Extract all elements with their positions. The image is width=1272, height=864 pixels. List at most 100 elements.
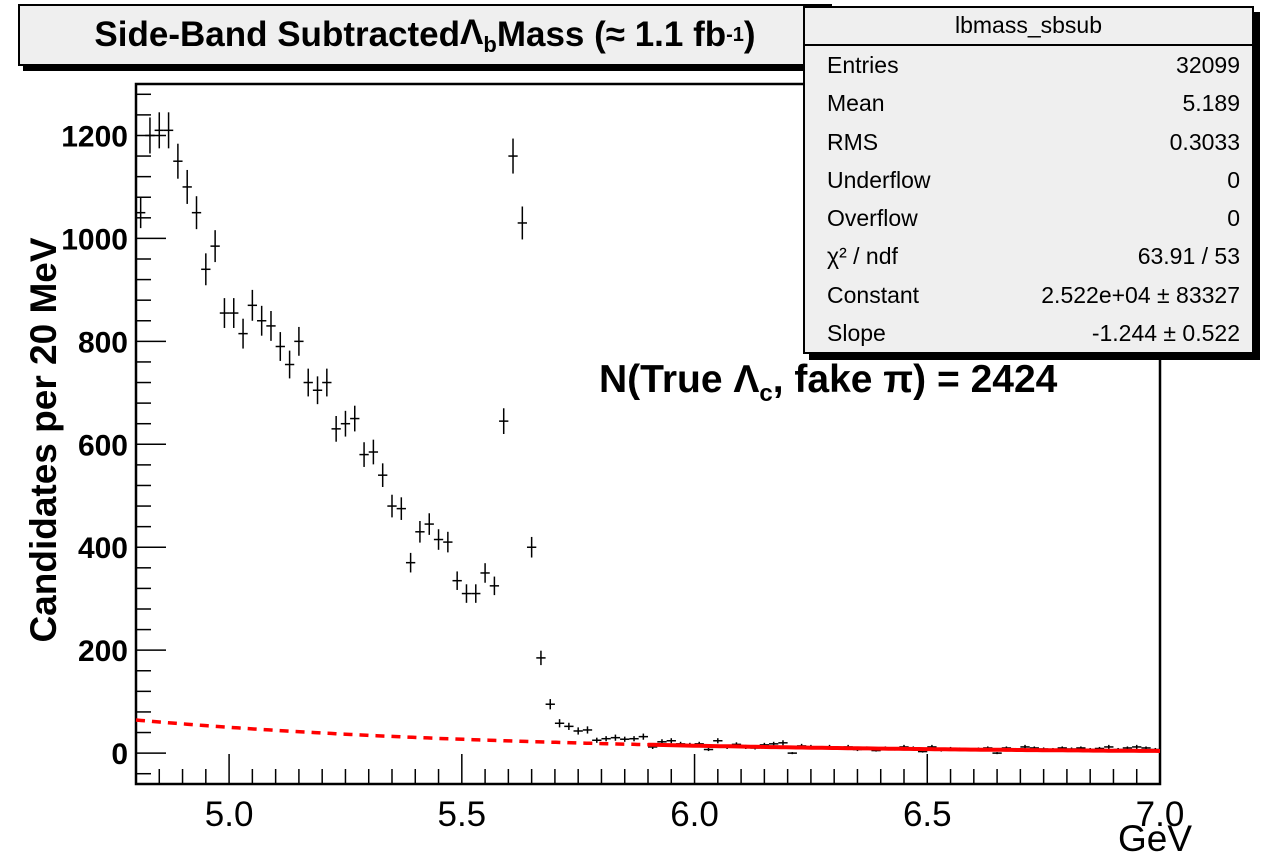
- data-point: [154, 112, 164, 149]
- stats-value: 0: [1227, 166, 1240, 193]
- annotation-symbol: Λc: [733, 358, 773, 407]
- data-point: [564, 722, 574, 730]
- fit-curve-extrapolated: [135, 718, 649, 747]
- data-point: [405, 552, 416, 573]
- data-point: [620, 736, 630, 742]
- stats-title: lbmass_sbsub: [805, 8, 1252, 46]
- stats-row: Underflow 0: [805, 161, 1252, 199]
- x-tick-label: 6.5: [903, 795, 952, 834]
- data-point: [312, 376, 323, 405]
- data-point: [443, 531, 453, 553]
- stats-row: Overflow 0: [805, 199, 1252, 237]
- stats-rows: Entries 32099 Mean 5.189 RMS 0.3033 Underflow 0…: [805, 46, 1252, 352]
- data-point: [582, 726, 593, 734]
- data-point: [526, 536, 537, 558]
- stats-value: 2.522e+04 ± 83327: [1041, 281, 1240, 308]
- y-tick-label: 600: [78, 429, 128, 462]
- fit-curve-fitted: [647, 742, 1161, 753]
- stats-row: χ² / ndf 63.91 / 53: [805, 237, 1252, 275]
- data-point: [303, 368, 313, 397]
- data-point: [573, 727, 583, 735]
- data-point: [1104, 744, 1114, 749]
- stats-row: Mean 5.189: [805, 84, 1252, 122]
- data-point: [638, 733, 648, 740]
- stats-key: Slope: [827, 320, 886, 347]
- title-symbol: Λb: [460, 12, 497, 57]
- data-point: [554, 719, 565, 728]
- annotation-prefix: N(True: [599, 358, 734, 401]
- data-point: [480, 563, 490, 583]
- stats-key: Underflow: [827, 166, 931, 193]
- x-tick-label: 5.5: [437, 795, 486, 834]
- data-point: [1132, 744, 1142, 749]
- data-point: [163, 112, 174, 149]
- data-point: [368, 439, 379, 465]
- data-point: [191, 196, 202, 230]
- data-point: [173, 143, 183, 179]
- y-axis-label: Candidates per 20 MeV: [23, 237, 64, 643]
- tick-labels: 5.0 5.5 6.0 6.5 7.0 0 200 400 600 800 1000 1200: [61, 120, 1184, 834]
- data-point: [294, 326, 304, 356]
- data-point: [415, 520, 425, 543]
- annotation-suffix: , fake π) = 2424: [772, 358, 1058, 401]
- data-point: [545, 699, 555, 710]
- data-point: [322, 368, 332, 397]
- title-prefix: Side-Band Subtracted: [94, 15, 461, 54]
- data-point: [350, 405, 360, 432]
- data-point: [452, 571, 462, 590]
- stats-key: χ² / ndf: [827, 243, 898, 270]
- data-point: [778, 740, 788, 746]
- data-point: [461, 584, 472, 603]
- data-point: [145, 117, 155, 154]
- x-axis-unit: GeV: [1118, 818, 1193, 859]
- stats-row: Entries 32099: [805, 46, 1252, 84]
- data-point: [387, 494, 397, 518]
- stats-key: Overflow: [827, 205, 918, 232]
- data-point: [378, 463, 388, 488]
- data-point: [266, 310, 276, 341]
- stats-row: Slope -1.244 ± 0.522: [805, 314, 1252, 352]
- data-point: [275, 332, 285, 361]
- data-point: [713, 738, 723, 744]
- data-point: [703, 747, 714, 752]
- data-point: [136, 197, 146, 229]
- stats-row: Constant 2.522e+04 ± 83327: [805, 276, 1252, 314]
- axis-ticks: [135, 93, 1161, 784]
- data-point: [182, 169, 192, 204]
- stats-value: 0: [1227, 205, 1240, 232]
- signal-annotation: N(True Λc, fake π) = 2424: [599, 358, 1057, 408]
- plot-title: Side-Band Subtracted Λb Mass (≈ 1.1 fb -1…: [18, 4, 832, 66]
- data-point: [508, 138, 518, 174]
- title-suffix: ): [743, 15, 756, 54]
- y-tick-label: 800: [78, 326, 128, 359]
- data-point: [229, 298, 239, 328]
- data-point: [257, 305, 267, 336]
- data-point: [284, 350, 295, 379]
- stats-key: RMS: [827, 128, 879, 155]
- stats-value: -1.244 ± 0.522: [1091, 320, 1240, 347]
- data-point: [536, 650, 546, 666]
- data-point: [238, 318, 248, 349]
- data-point: [331, 415, 341, 442]
- data-point: [471, 584, 481, 603]
- data-point: [396, 497, 406, 520]
- stats-row: RMS 0.3033: [805, 123, 1252, 161]
- title-middle: Mass (≈ 1.1 fb: [496, 15, 727, 54]
- data-point: [219, 298, 230, 328]
- y-tick-label: 400: [78, 532, 128, 565]
- data-point: [489, 576, 500, 596]
- stats-value: 63.91 / 53: [1137, 243, 1240, 270]
- data-point: [424, 513, 434, 535]
- x-tick-label: 6.0: [670, 795, 719, 834]
- stats-value: 0.3033: [1169, 128, 1240, 155]
- stats-value: 32099: [1176, 52, 1240, 78]
- data-point: [499, 408, 509, 434]
- fit-curve: [135, 718, 1161, 753]
- data-point: [359, 442, 369, 467]
- data-point: [247, 289, 258, 321]
- data-point: [210, 230, 220, 263]
- stats-box: lbmass_sbsub Entries 32099 Mean 5.189 RMS 0.3…: [803, 6, 1254, 354]
- stats-value: 5.189: [1182, 90, 1240, 117]
- data-point: [340, 410, 351, 437]
